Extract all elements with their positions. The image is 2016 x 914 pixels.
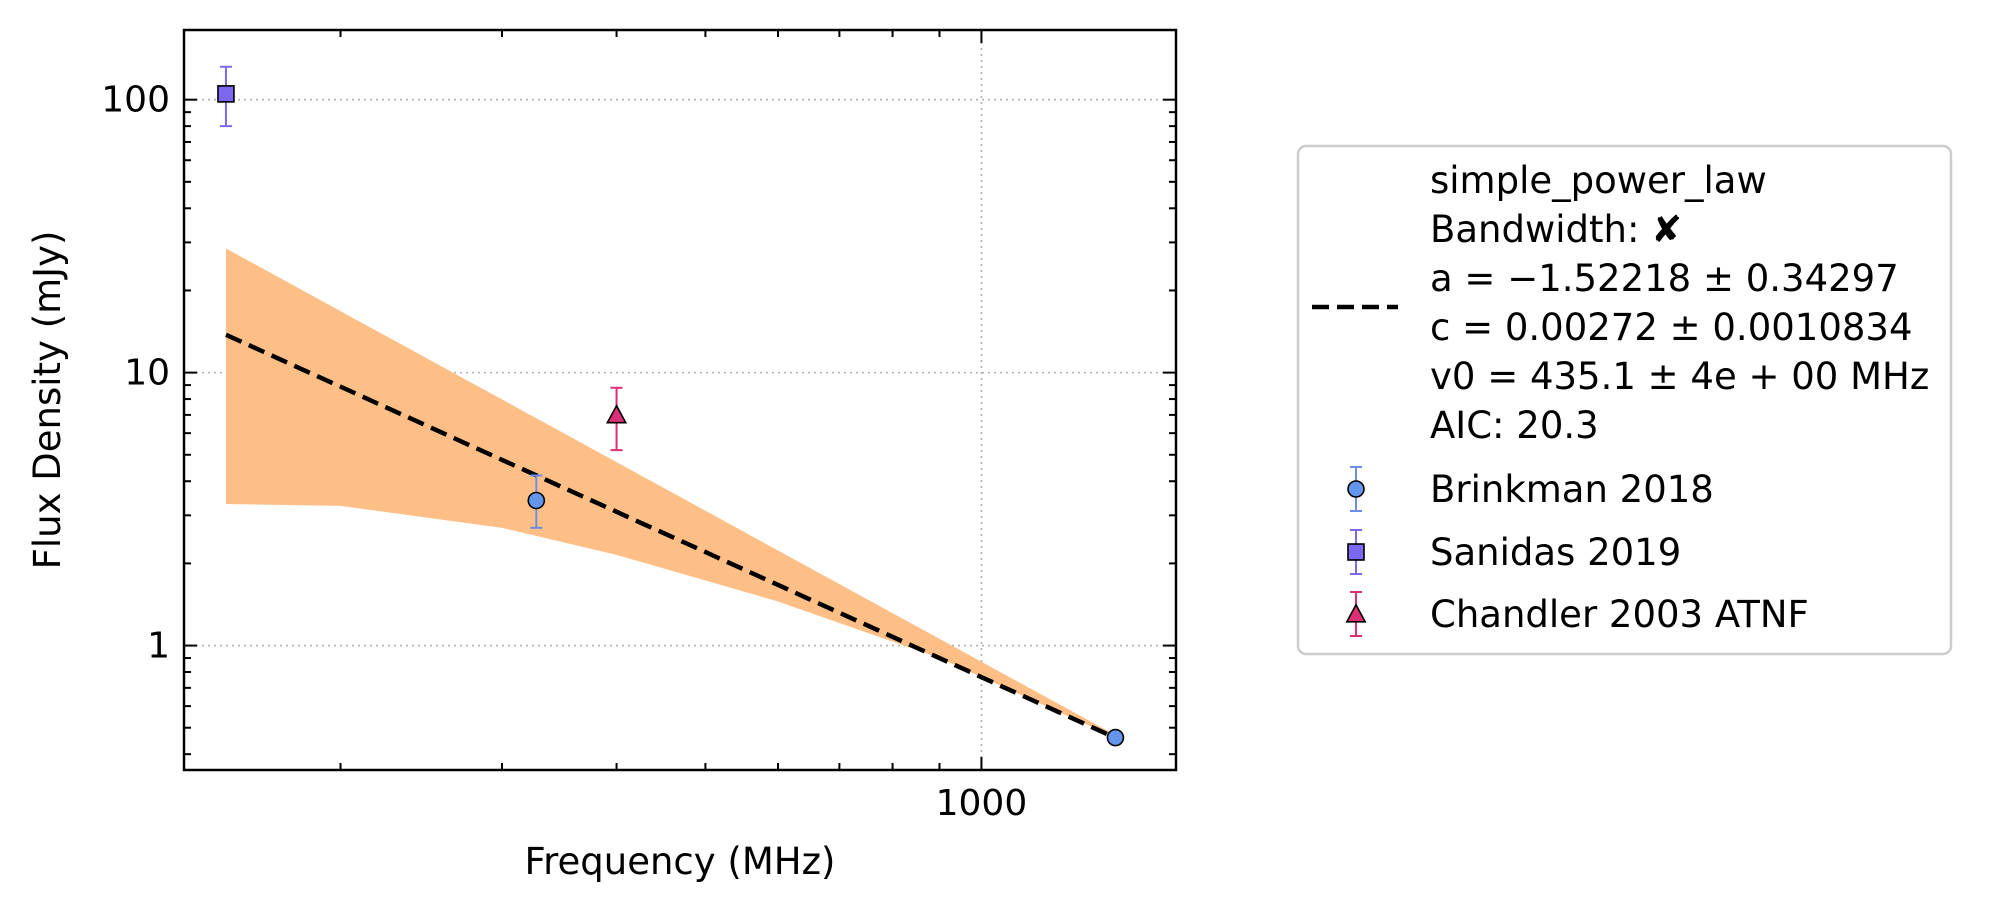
fit-uncertainty-band	[225, 248, 1116, 738]
legend-fit-text: AIC: 20.3	[1430, 404, 1599, 447]
fit-line	[225, 332, 1117, 740]
fit-band-area	[225, 248, 1116, 738]
legend-series-label: Chandler 2003 ATNF	[1430, 593, 1809, 636]
x-axis-label: Frequency (MHz)	[525, 840, 836, 883]
y-axis-label: Flux Density (mJy)	[26, 231, 69, 570]
legend-fit-text: Bandwidth: ✘	[1430, 208, 1682, 251]
data-point	[527, 491, 546, 510]
axis-tick-labels: 1000 100 10 1	[101, 80, 1027, 824]
y-tick-label: 10	[124, 353, 170, 394]
y-tick-label: 100	[101, 80, 170, 121]
data-point	[606, 404, 628, 424]
legend-fit-text: v0 = 435.1 ± 4e + 00 MHz	[1430, 355, 1929, 398]
legend-frame	[1296, 144, 1953, 656]
data-points	[217, 65, 1125, 747]
legend-fit-text: a = −1.52218 ± 0.34297	[1430, 257, 1899, 300]
y-tick-label: 1	[147, 626, 170, 667]
data-point	[1106, 728, 1125, 747]
legend-entries: simple_power_law Bandwidth: ✘ a = −1.52218…	[1312, 159, 1929, 637]
x-tick-label: 1000	[936, 783, 1028, 824]
legend-fit-text: simple_power_law	[1430, 159, 1767, 202]
fit-line-layer	[225, 332, 1117, 740]
legend-marker	[1345, 603, 1367, 623]
legend-series-label: Brinkman 2018	[1430, 468, 1714, 511]
legend-series-label: Sanidas 2019	[1430, 531, 1681, 574]
axis-ticks	[184, 30, 1176, 770]
legend: simple_power_law Bandwidth: ✘ a = −1.52218…	[1296, 144, 1953, 656]
data-point	[217, 85, 235, 103]
legend-marker	[1347, 480, 1365, 498]
legend-marker	[1347, 543, 1365, 561]
legend-fit-text: c = 0.00272 ± 0.0010834	[1430, 306, 1912, 349]
